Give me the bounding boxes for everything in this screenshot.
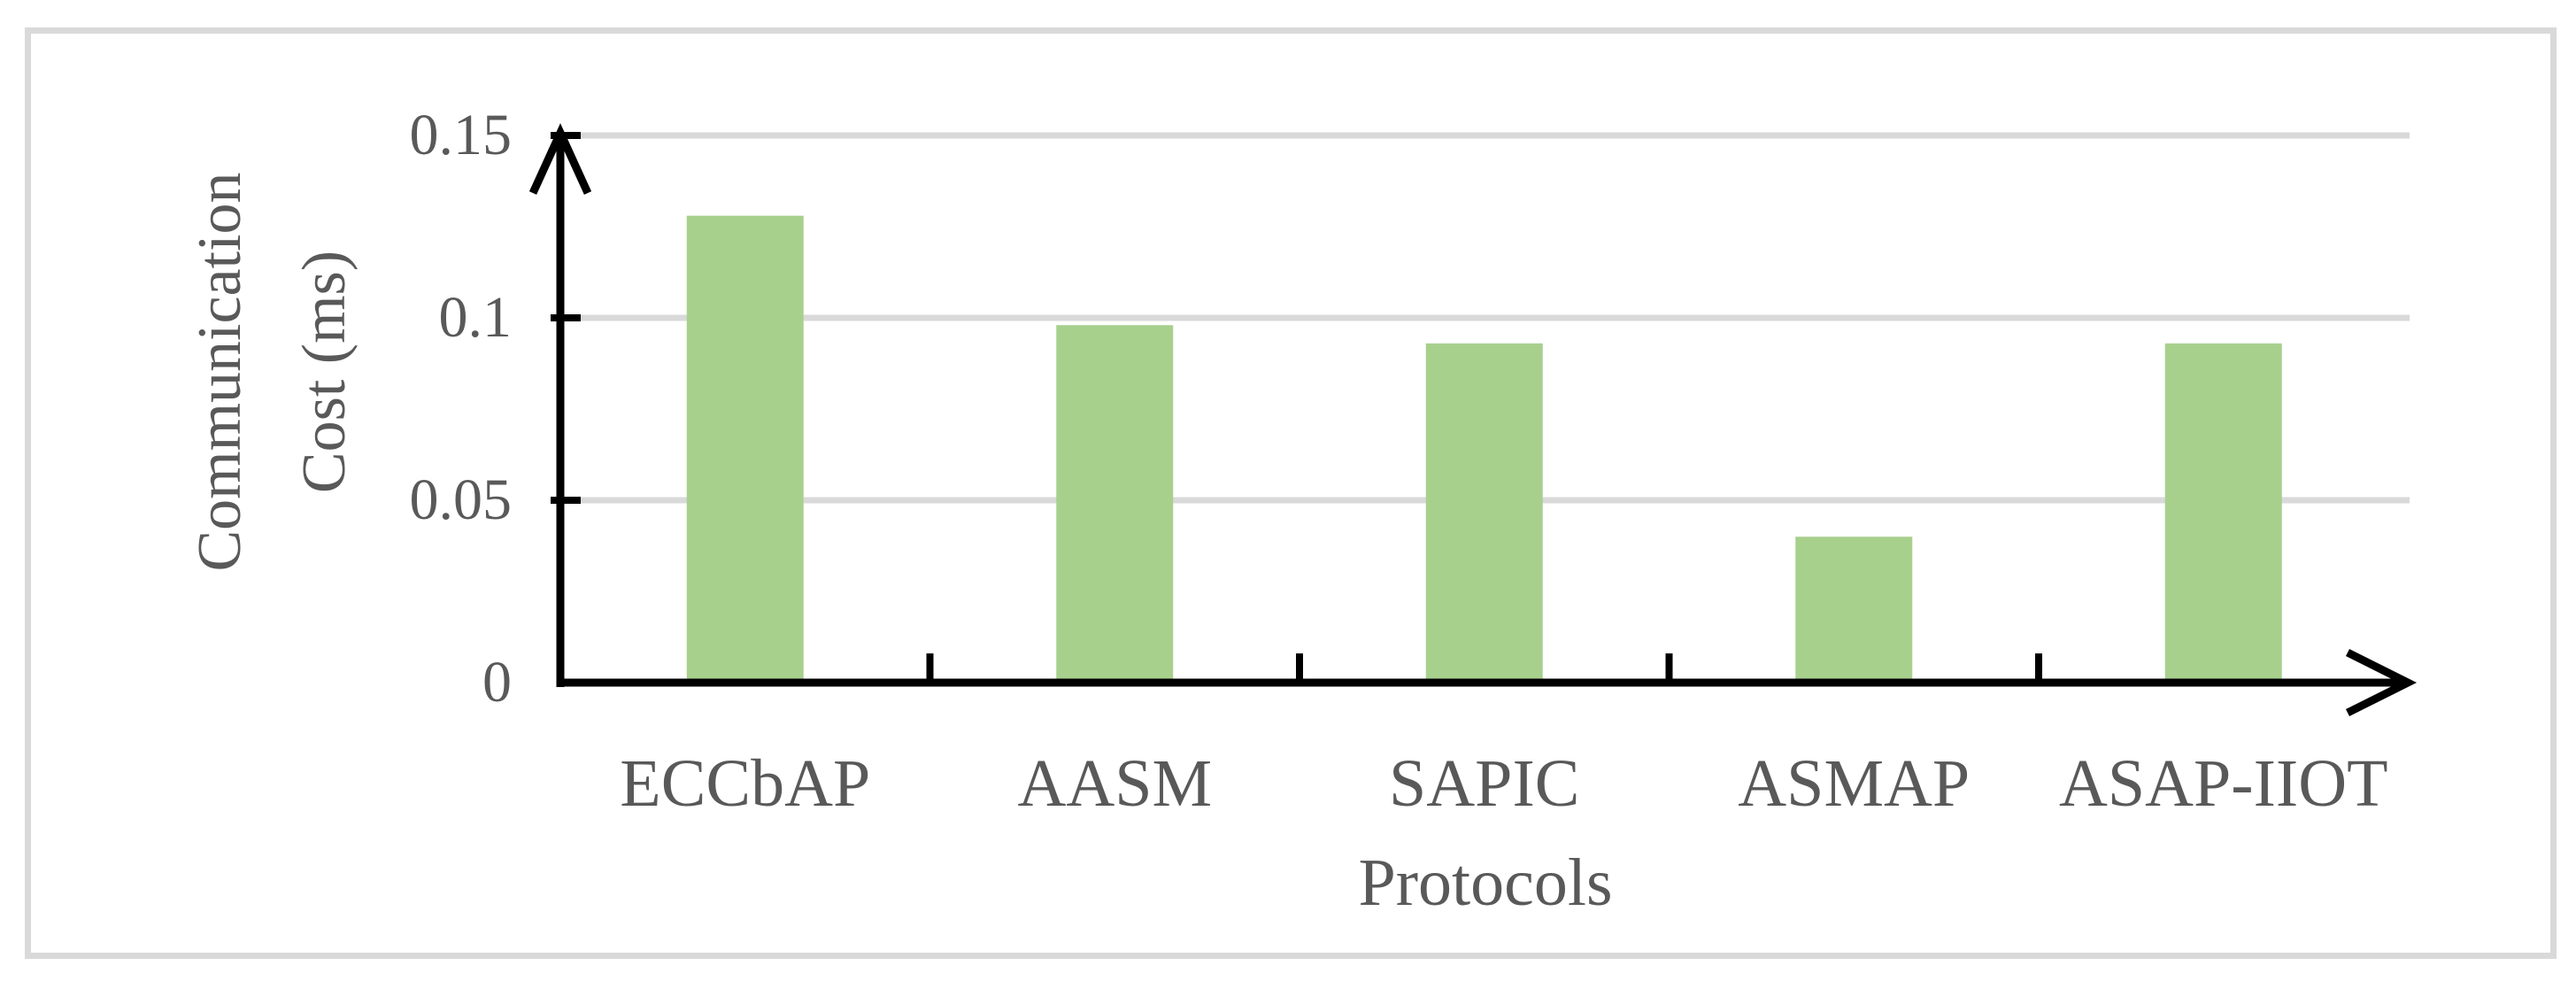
x-axis-arrow-icon [2345,648,2418,717]
x-category-label-sapic: SAPIC [1389,746,1580,821]
y-tick-label-0.15: 0.15 [409,103,513,167]
y-axis-ticks [551,132,581,504]
bar-series [686,215,2282,683]
bar-sapic [1425,343,1543,683]
y-axis-title-line2: Cost (ms) [290,250,359,494]
x-axis-ticks [926,653,2042,684]
bar-eccbap [686,215,804,683]
x-category-label-aasm: AASM [1017,746,1213,821]
y-axis-title-line1: Communication [186,172,254,572]
y-tick-label-0.05: 0.05 [409,467,513,532]
y-tick-label-0.1: 0.1 [438,285,513,350]
axes [528,123,2418,717]
y-tick-label-0: 0 [482,650,512,715]
figure-frame [25,27,2557,959]
y-axis-title: Communication Cost (ms) [168,0,381,770]
bar-aasm [1056,325,1174,683]
bar-asap-iiot [2164,343,2282,683]
x-category-label-eccbap: ECCbAP [620,746,871,821]
x-axis-title: Protocols [1358,846,1613,920]
bar-asmap [1795,537,1913,683]
x-category-label-asap-iiot: ASAP-IIOT [2058,746,2388,821]
x-category-label-asmap: ASMAP [1738,746,1971,821]
